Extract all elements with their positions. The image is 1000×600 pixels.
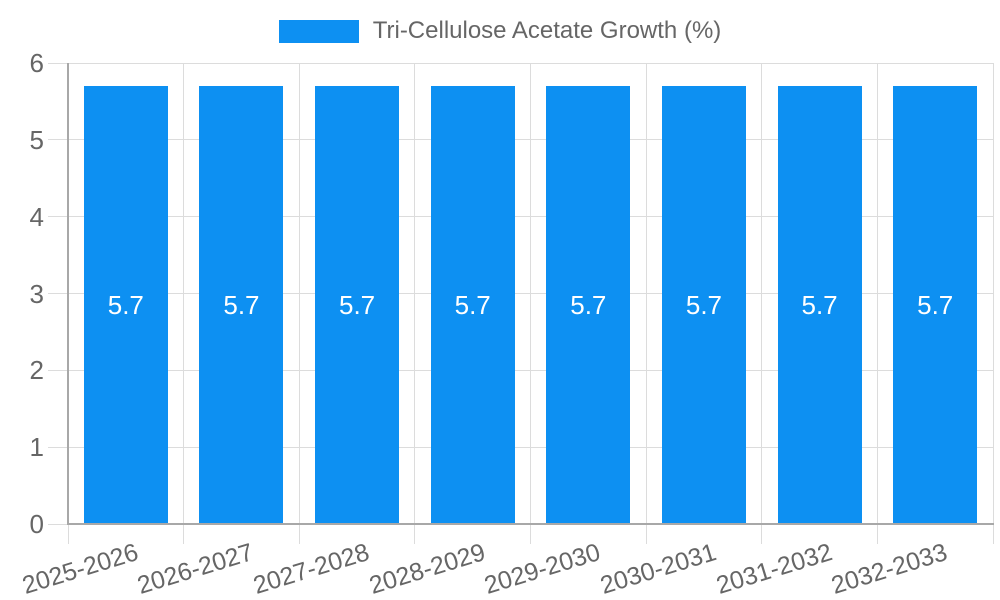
x-gridline (645, 63, 647, 524)
x-axis-line (67, 523, 994, 525)
y-tick-label: 3 (29, 278, 44, 309)
bar-value-label: 5.7 (454, 290, 491, 321)
x-gridline (761, 63, 763, 524)
bar-2027-2028 (315, 86, 400, 524)
y-tick-mark (48, 369, 68, 371)
bar-2032-2033 (893, 86, 978, 524)
bar-2028-2029 (430, 86, 515, 524)
y-tick-label: 4 (29, 201, 44, 232)
bar-value-label: 5.7 (107, 290, 144, 321)
x-gridline (414, 63, 416, 524)
bar-2025-2026 (83, 86, 168, 524)
x-tick-mark (183, 524, 185, 544)
legend-swatch-icon (278, 19, 359, 43)
y-tick-mark (48, 62, 68, 64)
x-gridline (530, 63, 531, 524)
x-gridline (876, 63, 878, 524)
y-axis-line (67, 63, 69, 524)
y-tick-label: 1 (29, 432, 44, 463)
bar-value-label: 5.7 (801, 290, 838, 321)
x-tick-mark (876, 524, 878, 544)
x-gridline (992, 63, 994, 524)
x-tick-mark (645, 524, 647, 544)
x-gridline (298, 63, 300, 524)
x-gridline (183, 63, 185, 524)
plot-area: 0 1 2 3 4 5 6 5.7 2025-2026 5.7 2026-2027 5.7 2027-2… (19, 50, 994, 600)
x-tick-mark (298, 524, 300, 544)
y-tick-label: 6 (29, 48, 44, 78)
bar-2026-2027 (199, 86, 284, 524)
legend-label: Tri-Cellulose Acetate Growth (%) (372, 17, 722, 44)
y-tick-label: 0 (29, 509, 44, 539)
x-tick-mark (992, 524, 994, 544)
legend-item[interactable]: Tri-Cellulose Acetate Growth (%) (278, 17, 722, 45)
x-tick-mark (414, 524, 416, 544)
y-tick-mark (48, 139, 68, 141)
bar-2031-2032 (777, 86, 862, 524)
y-tick-label: 2 (29, 355, 44, 386)
legend: Tri-Cellulose Acetate Growth (%) (0, 17, 1000, 45)
x-tick-mark (530, 524, 531, 544)
bar-value-label: 5.7 (917, 290, 954, 321)
bar-value-label: 5.7 (570, 290, 607, 321)
y-tick-mark (48, 216, 68, 218)
y-tick-mark (48, 446, 68, 448)
x-tick-mark (67, 524, 69, 544)
y-tick-label: 5 (29, 124, 44, 155)
y-tick-mark (48, 523, 68, 525)
bar-value-label: 5.7 (338, 290, 376, 321)
bar-value-label: 5.7 (223, 290, 260, 321)
x-tick-mark (761, 524, 763, 544)
y-tick-mark (48, 293, 68, 294)
bar-value-label: 5.7 (685, 290, 723, 321)
bar-2030-2031 (661, 86, 746, 524)
bar-2029-2030 (546, 86, 631, 524)
